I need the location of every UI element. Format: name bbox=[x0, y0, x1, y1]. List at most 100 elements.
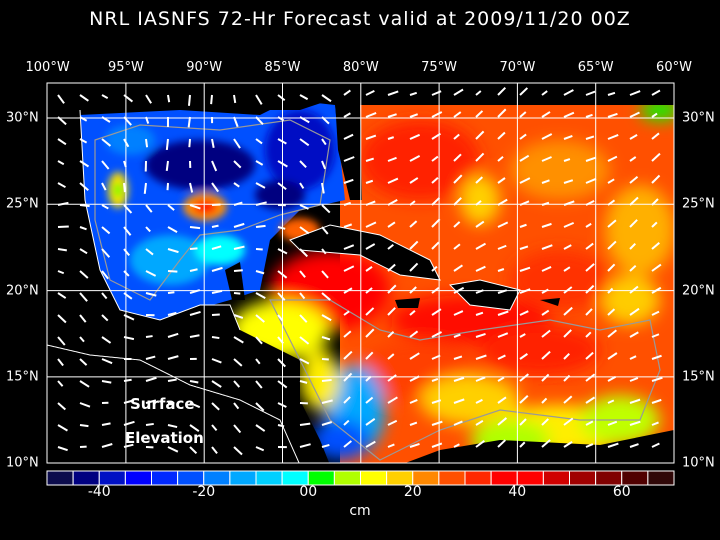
current-vector-arrow bbox=[431, 218, 441, 228]
current-vector-arrow bbox=[431, 420, 443, 426]
current-vector-arrow bbox=[387, 353, 395, 360]
lat-label-right: 15°N bbox=[682, 369, 715, 385]
current-vector-arrow bbox=[123, 248, 130, 257]
current-vector-arrow bbox=[541, 179, 550, 184]
colorbar-swatch bbox=[281, 470, 309, 486]
current-vector-arrow bbox=[519, 133, 527, 140]
current-vector-arrow bbox=[211, 424, 218, 432]
current-vector-arrow bbox=[497, 310, 509, 316]
current-vector-arrow bbox=[431, 331, 443, 338]
colorbar-swatch bbox=[307, 470, 335, 486]
colorbar-swatch bbox=[255, 470, 283, 486]
current-vector-arrow bbox=[255, 292, 266, 300]
current-vector-arrow bbox=[585, 222, 592, 228]
current-vector-arrow bbox=[607, 155, 618, 162]
current-vector-arrow bbox=[255, 270, 265, 275]
current-vector-arrow bbox=[57, 292, 67, 299]
current-vector-arrow bbox=[563, 352, 570, 360]
current-vector-arrow bbox=[299, 443, 311, 448]
current-vector-arrow bbox=[255, 358, 261, 365]
current-vector-arrow bbox=[475, 176, 484, 184]
current-vector-arrow bbox=[453, 420, 463, 426]
current-vector-arrow bbox=[101, 422, 111, 426]
current-vector-arrow bbox=[651, 152, 661, 162]
current-vector-arrow bbox=[453, 221, 461, 228]
colorbar-swatch bbox=[360, 470, 388, 486]
current-vector-arrow bbox=[101, 204, 109, 210]
current-vector-arrow bbox=[79, 204, 90, 208]
current-vector-arrow bbox=[145, 292, 157, 297]
colorbar-tick-label: -40 bbox=[87, 484, 111, 500]
current-vector-arrow bbox=[651, 132, 660, 140]
current-vector-arrow bbox=[497, 86, 507, 96]
current-vector-arrow bbox=[497, 332, 509, 338]
current-vector-arrow bbox=[409, 330, 419, 338]
current-vector-arrow bbox=[365, 396, 374, 404]
lon-label: 60°W bbox=[656, 60, 692, 75]
current-vector-arrow bbox=[409, 220, 418, 228]
current-vector-arrow bbox=[143, 182, 147, 194]
current-vector-arrow bbox=[409, 286, 417, 294]
current-vector-arrow bbox=[255, 380, 263, 389]
current-vector-arrow bbox=[651, 89, 661, 96]
current-vector-arrow bbox=[409, 442, 420, 448]
map-frame bbox=[46, 82, 675, 464]
current-vector-arrow bbox=[585, 396, 596, 404]
current-vector-arrow bbox=[519, 177, 531, 184]
current-vector-arrow bbox=[211, 358, 222, 364]
current-vector-arrow bbox=[519, 223, 527, 228]
current-vector-arrow bbox=[585, 420, 594, 426]
current-vector-arrow bbox=[255, 314, 265, 323]
current-vector-arrow bbox=[475, 90, 482, 96]
current-vector-arrow bbox=[211, 224, 219, 228]
current-vector-arrow bbox=[233, 446, 243, 456]
current-vector-arrow bbox=[475, 354, 487, 360]
current-vector-arrow bbox=[387, 156, 397, 162]
lon-label: 95°W bbox=[107, 60, 144, 75]
current-vector-arrow bbox=[563, 329, 572, 338]
current-vector-arrow bbox=[321, 421, 333, 426]
gulf-field bbox=[80, 100, 345, 320]
current-vector-arrow bbox=[211, 138, 215, 148]
colorbar-tick-label: 40 bbox=[508, 484, 527, 500]
current-vector-arrow bbox=[79, 270, 89, 279]
current-vector-arrow bbox=[409, 113, 419, 118]
current-vector-arrow bbox=[57, 446, 68, 452]
current-vector-arrow bbox=[165, 160, 169, 171]
current-vector-arrow bbox=[145, 204, 153, 213]
current-vector-arrow bbox=[101, 336, 112, 344]
current-vector-arrow bbox=[343, 223, 353, 228]
current-vector-arrow bbox=[343, 178, 354, 184]
current-vector-arrow bbox=[431, 155, 439, 162]
current-vector-arrow bbox=[79, 94, 89, 102]
current-vector-arrow bbox=[233, 424, 242, 434]
current-vector-arrow bbox=[607, 178, 615, 184]
current-vector-arrow bbox=[541, 329, 551, 338]
current-vector-arrow bbox=[101, 226, 111, 235]
current-vector-arrow bbox=[519, 245, 529, 250]
current-vector-arrow bbox=[145, 422, 154, 426]
annotation-surface: Surface bbox=[130, 395, 195, 413]
current-vector-arrow bbox=[651, 112, 658, 118]
current-vector-arrow bbox=[629, 355, 637, 360]
current-vector-arrow bbox=[321, 378, 332, 382]
current-vector-arrow bbox=[563, 417, 574, 426]
current-vector-arrow bbox=[409, 399, 418, 404]
current-vector-arrow bbox=[167, 226, 178, 233]
current-vector-arrow bbox=[277, 94, 286, 102]
current-vector-arrow bbox=[365, 328, 375, 338]
current-vector-arrow bbox=[233, 160, 242, 169]
current-vector-arrow bbox=[123, 378, 132, 382]
current-vector-arrow bbox=[541, 111, 551, 118]
current-vector-arrow bbox=[387, 177, 399, 184]
current-vector-arrow bbox=[541, 373, 550, 382]
current-vector-arrow bbox=[453, 174, 463, 184]
current-vector-arrow bbox=[585, 284, 595, 294]
current-vector-arrow bbox=[79, 336, 85, 343]
current-vector-arrow bbox=[629, 111, 640, 118]
current-vector-arrow bbox=[519, 154, 530, 162]
current-vector-arrow bbox=[365, 111, 377, 118]
current-vector-arrow bbox=[101, 314, 109, 322]
current-vector-arrow bbox=[585, 263, 595, 272]
current-vector-arrow bbox=[277, 292, 286, 301]
